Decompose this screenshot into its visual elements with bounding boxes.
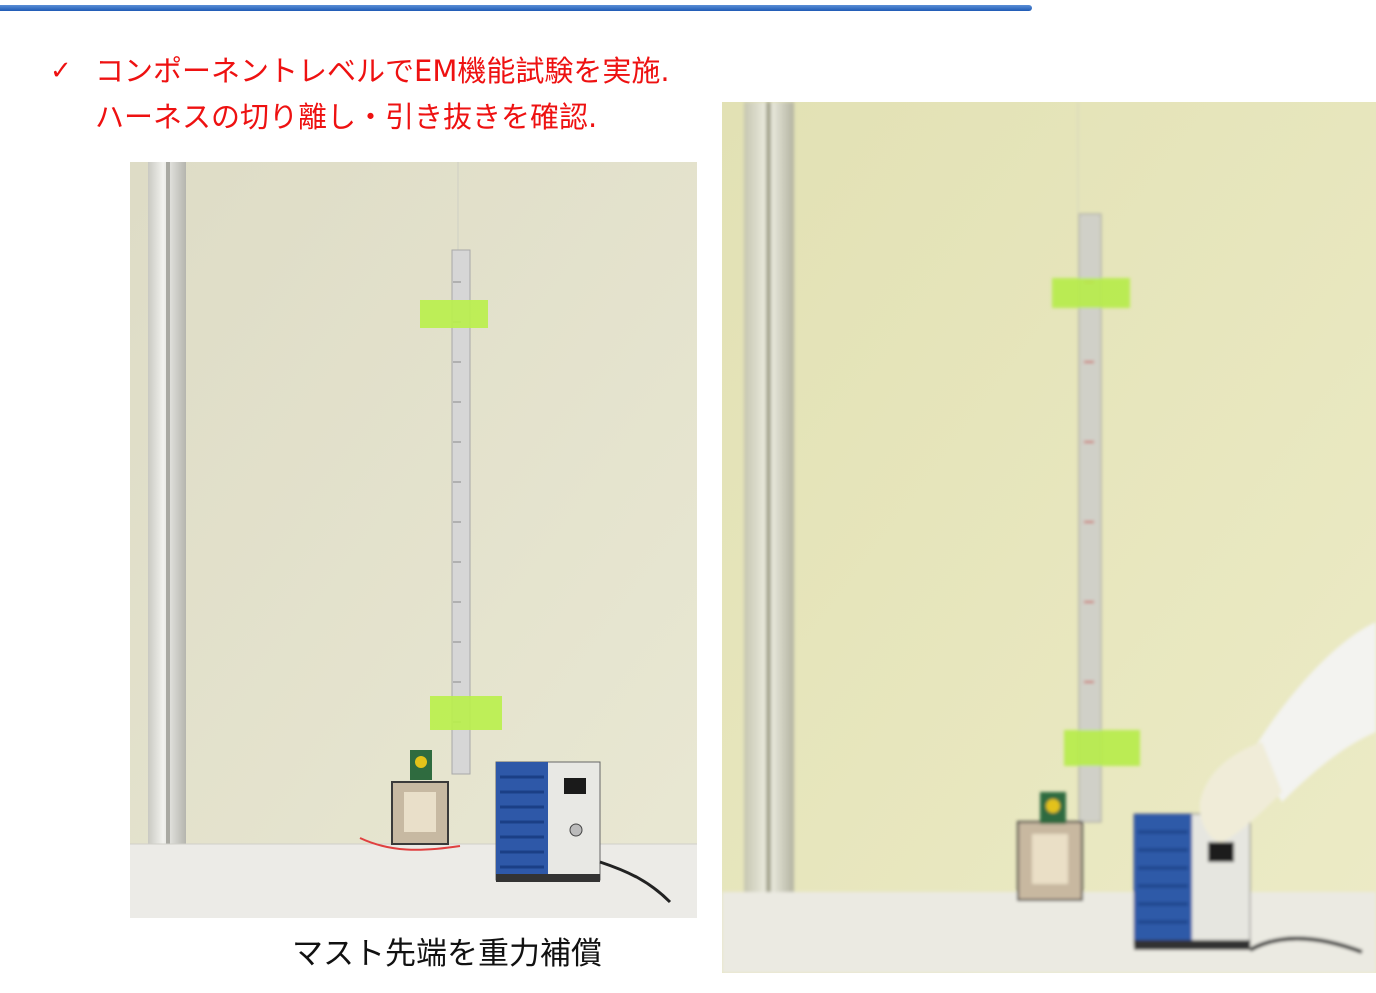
bullet-line-1: コンポーネントレベルでEM機能試験を実施. — [95, 54, 670, 88]
title-rule — [0, 5, 1032, 11]
checkmark-icon: ✓ — [50, 56, 72, 86]
photo-mast-gravity-compensated — [130, 162, 697, 918]
photo-caption: マスト先端を重力補償 — [292, 936, 602, 972]
bullet-block: ✓ コンポーネントレベルでEM機能試験を実施. ハーネスの切り離し・引き抜きを確… — [50, 48, 670, 140]
bullet-line-2: ハーネスの切り離し・引き抜きを確認. — [95, 100, 598, 134]
photo-harness-pullout — [722, 102, 1376, 973]
